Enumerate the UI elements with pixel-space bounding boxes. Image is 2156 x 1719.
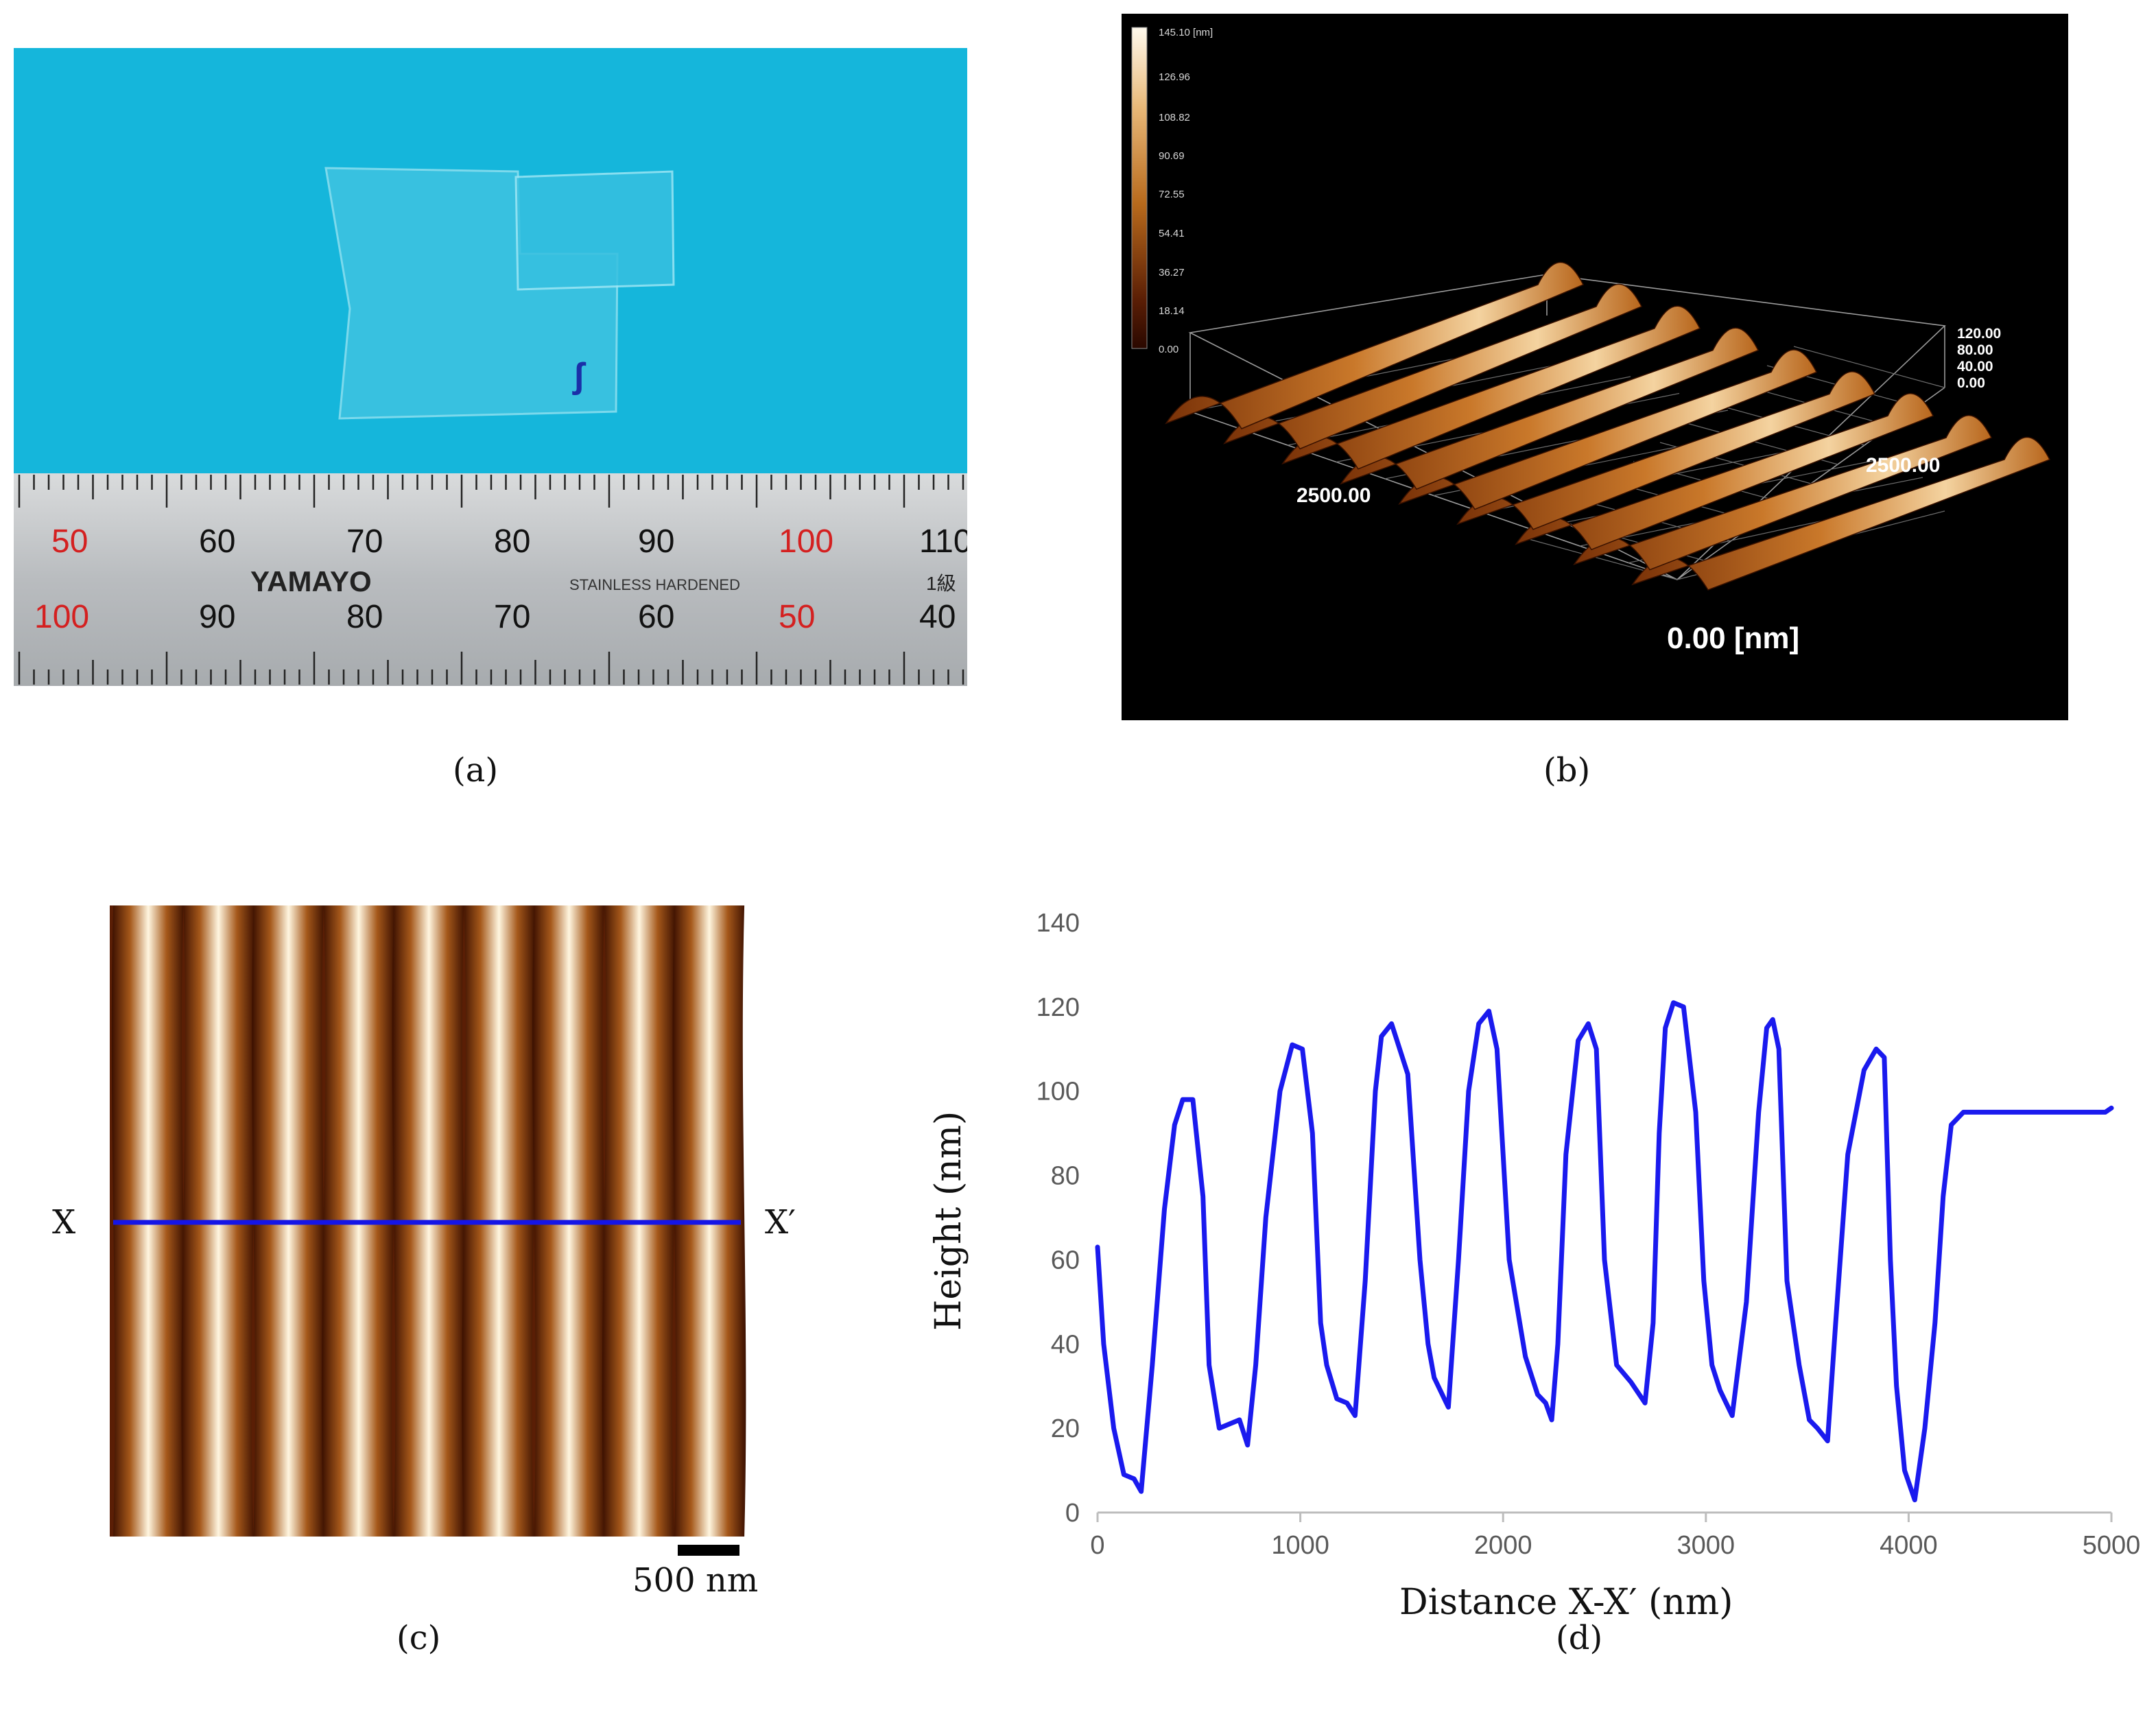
colorbar-tick-8: 0.00 <box>1159 344 1178 355</box>
x-tick-label: 1000 <box>1271 1531 1329 1560</box>
x-axis-label: 2500.00 <box>1296 484 1371 507</box>
y-tick-label: 40 <box>1051 1330 1080 1359</box>
z-tick-80: 80.00 <box>1957 342 1993 358</box>
panel-d-line-chart: 0 1000 2000 3000 4000 5000020406080100120140 … <box>928 909 2141 1623</box>
caption-c: (c) <box>396 1619 441 1657</box>
ruler-top-100: 100 <box>779 523 833 560</box>
chart-axes: 0 1000 2000 3000 4000 5000 0 20 40 60 80 100 120 140 <box>1036 909 2141 1560</box>
ruler-bottom-40: 40 <box>919 599 956 635</box>
surface-ridge <box>1165 262 1585 429</box>
ruler-bottom-70: 70 <box>494 599 530 635</box>
ruler-bottom-80: 80 <box>346 599 383 635</box>
ruler-top-110: 110 <box>919 523 967 560</box>
y-axis-title: Height (nm) <box>928 1111 969 1331</box>
caption-b: (b) <box>1543 751 1591 790</box>
x-tick-label: 3000 <box>1677 1531 1736 1560</box>
colorbar-tick-3: 90.69 <box>1159 150 1185 162</box>
ruler-brand: YAMAYO <box>250 565 372 597</box>
panel-c: X X′ 500 nm <box>41 899 796 1612</box>
origin-label: 0.00 [nm] <box>1667 621 1799 655</box>
ruler-top-70: 70 <box>346 523 383 560</box>
x-tick-label: 2000 <box>1474 1531 1532 1560</box>
floor-grid-line <box>1793 346 1945 388</box>
y-axis-label: 2500.00 <box>1866 454 1940 477</box>
ruler-stamp: STAINLESS HARDENED <box>569 576 740 593</box>
marker-label: ʃ <box>572 356 587 396</box>
colorbar-unit: 145.10 [nm] <box>1159 27 1213 38</box>
ruler-top-90: 90 <box>638 523 674 560</box>
ruler-grade: 1級 <box>926 573 956 594</box>
profile-label-left: X <box>52 1203 75 1242</box>
ruler-bottom-50: 50 <box>779 599 815 635</box>
ruler-bottom-100: 100 <box>34 599 89 635</box>
x-tick-label: 4000 <box>1880 1531 1938 1560</box>
y-tick-label: 140 <box>1036 909 1080 938</box>
x-tick-label: 0 <box>1090 1531 1104 1560</box>
y-tick-label: 120 <box>1036 993 1080 1022</box>
z-tick-0: 0.00 <box>1957 375 1985 391</box>
z-tick-40: 40.00 <box>1957 359 1993 375</box>
x-tick-label: 5000 <box>2083 1531 2141 1560</box>
y-tick-label: 60 <box>1051 1246 1080 1275</box>
ruler-bottom-60: 60 <box>638 599 674 635</box>
panel-b-3d-plot: 145.10 [nm] 126.96 108.82 90.69 72.55 54… <box>1122 14 2068 720</box>
ruler-bottom-90: 90 <box>199 599 235 635</box>
panel-b: 145.10 [nm] 126.96 108.82 90.69 72.55 54… <box>1122 14 2068 720</box>
caption-d: (d) <box>1556 1619 1603 1657</box>
y-tick-label: 100 <box>1036 1078 1080 1106</box>
y-tick-label: 80 <box>1051 1162 1080 1191</box>
panel-a: ʃ 50 60 70 80 90 100 110 100 90 80 70 60… <box>14 48 972 686</box>
colorbar-tick-6: 36.27 <box>1159 267 1185 278</box>
colorbar-tick-5: 54.41 <box>1159 228 1185 239</box>
colorbar-tick-2: 108.82 <box>1159 112 1190 123</box>
x-axis-title: Distance X-X′ (nm) <box>1399 1582 1733 1623</box>
caption-a: (a) <box>453 751 499 790</box>
ruler-top-60: 60 <box>199 523 235 560</box>
colorbar-tick-4: 72.55 <box>1159 189 1185 200</box>
y-tick-label: 0 <box>1065 1499 1080 1528</box>
colorbar <box>1131 27 1148 349</box>
surface-ridges <box>1165 262 2051 591</box>
colorbar-tick-7: 18.14 <box>1159 305 1185 317</box>
ruler-top-50: 50 <box>51 523 88 560</box>
ruler-top-80: 80 <box>494 523 530 560</box>
ruler <box>14 473 967 686</box>
panel-c-afm-image: X X′ 500 nm <box>52 905 796 1600</box>
panel-a-photo: ʃ 50 60 70 80 90 100 110 100 90 80 70 60… <box>14 48 972 686</box>
ruler-ticks-bottom <box>18 652 964 685</box>
z-tick-120: 120.00 <box>1957 326 2001 342</box>
film-piece-small <box>514 170 675 291</box>
profile-label-right: X′ <box>765 1203 796 1242</box>
scale-bar <box>678 1545 739 1556</box>
colorbar-tick-1: 126.96 <box>1159 71 1190 83</box>
scale-bar-label: 500 nm <box>632 1561 758 1600</box>
series-line-profile <box>1095 1000 2114 1503</box>
y-tick-label: 20 <box>1051 1414 1080 1443</box>
ruler-ticks-top <box>18 475 964 508</box>
panel-d: 0 1000 2000 3000 4000 5000 0 20 40 60 80 100 120 140 … <box>919 892 2154 1633</box>
